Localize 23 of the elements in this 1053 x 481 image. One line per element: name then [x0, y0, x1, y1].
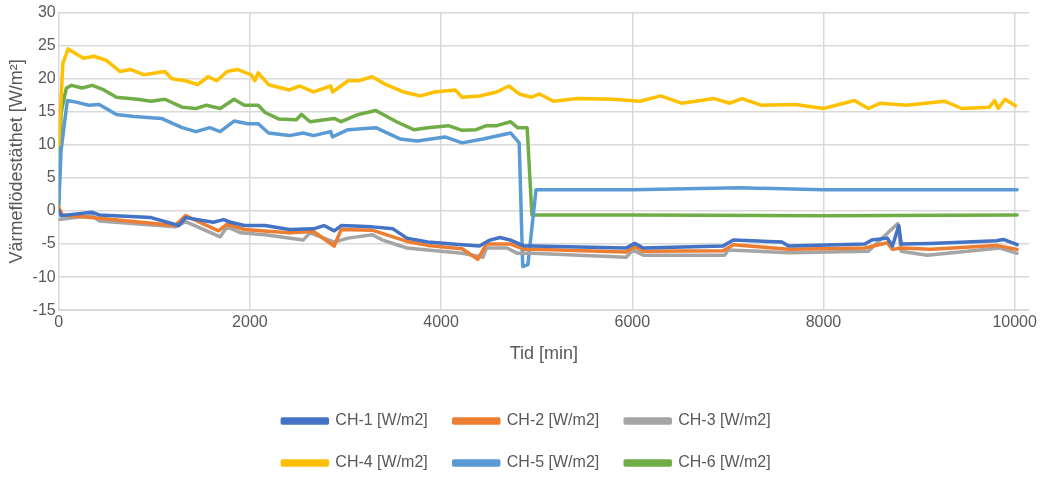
y-tick-label: 30: [37, 3, 56, 21]
y-tick-label: 5: [46, 168, 56, 186]
y-axis-title: Värmeflödestäthet [W/m²]: [5, 59, 26, 264]
legend-label: CH-5 [W/m2]: [506, 453, 600, 471]
legend-label: CH-3 [W/m2]: [678, 411, 771, 429]
y-tick-label: -10: [32, 267, 56, 285]
x-axis-title: Tid [min]: [509, 343, 579, 364]
x-tick-label: 10000: [992, 313, 1037, 331]
y-tick-label: 25: [37, 36, 56, 54]
y-tick-label: 15: [37, 102, 56, 120]
legend-label: CH-4 [W/m2]: [335, 453, 428, 471]
legend-label: CH-6 [W/m2]: [678, 453, 771, 471]
x-tick-label: 8000: [805, 313, 842, 331]
legend-label: CH-1 [W/m2]: [335, 411, 428, 429]
y-tick-label: -5: [41, 234, 56, 252]
y-tick-label: 10: [37, 135, 56, 153]
legend-label: CH-2 [W/m2]: [506, 411, 600, 429]
x-tick-label: 2000: [232, 313, 268, 331]
y-tick-label: 0: [46, 201, 56, 219]
y-tick-label: -15: [32, 300, 56, 318]
x-tick-label: 4000: [423, 313, 459, 331]
y-tick-label: 20: [37, 69, 56, 87]
x-tick-label: 6000: [614, 313, 651, 331]
